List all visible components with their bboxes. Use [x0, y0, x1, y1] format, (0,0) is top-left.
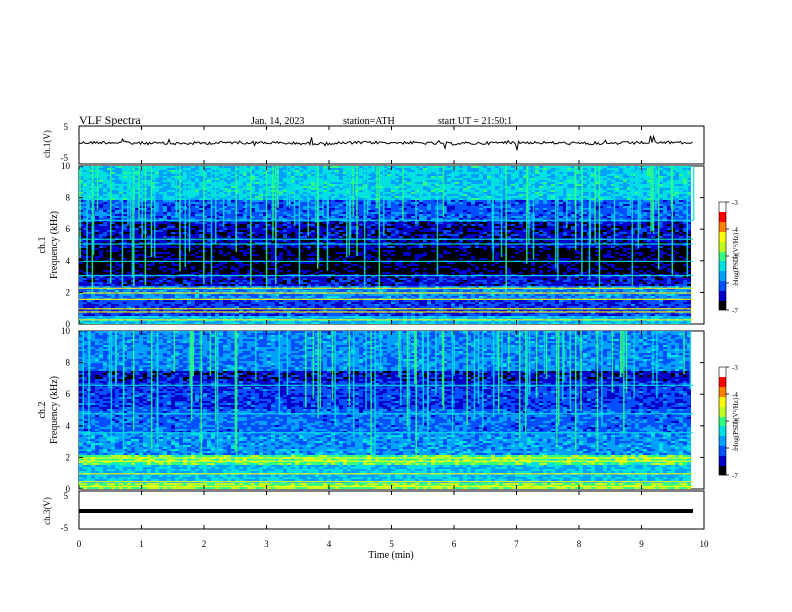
ch1-colorbar-label: log(PSD)(V²/Hz): [732, 232, 740, 281]
time-tick-label: 6: [452, 539, 457, 549]
time-tick-label: 3: [264, 539, 269, 549]
frequency-tick-label: 4: [66, 256, 71, 266]
colorbar-tick-label: -3: [732, 199, 738, 207]
time-tick-label: 10: [700, 539, 710, 549]
colorbar-tick-label: -4: [732, 391, 738, 399]
ch2-spectrogram-ylabel-2: Frequency (kHz): [49, 376, 60, 444]
colorbar-tick-label: -7: [732, 307, 738, 315]
ch3-voltage-trace: [79, 509, 693, 513]
ch1-voltage-ylabel: ch.1(V): [42, 130, 52, 158]
time-tick-label: 2: [202, 539, 207, 549]
figure-title: VLF Spectra: [79, 113, 141, 127]
time-axis-label: Time (min): [368, 550, 413, 561]
ch3-voltage-ylabel: ch.3(V): [42, 497, 52, 525]
ch2-spectrogram-image: [79, 331, 693, 489]
frequency-tick-label: 6: [66, 224, 71, 234]
time-tick-label: 7: [514, 539, 519, 549]
ch2-colorbar-label: log(PSD)(V²/Hz): [732, 397, 740, 446]
time-tick-label: 9: [639, 539, 644, 549]
colorbar-tick-label: -3: [732, 364, 738, 372]
ch3-ytick-bottom: -5: [61, 523, 69, 533]
frequency-tick-label: 8: [66, 358, 71, 368]
frequency-tick-label: 10: [61, 161, 71, 171]
station-label: station=ATH: [343, 116, 395, 127]
colorbar-tick-label: -7: [732, 472, 738, 480]
time-tick-label: 8: [577, 539, 582, 549]
start-time-label: start UT = 21:50:1: [438, 116, 512, 127]
ch2-spectrogram-ylabel-1: ch.2: [37, 402, 48, 419]
ch1-voltage-frame: [79, 126, 704, 164]
frequency-tick-label: 8: [66, 193, 71, 203]
frequency-tick-label: 2: [66, 452, 71, 462]
frequency-tick-label: 2: [66, 287, 71, 297]
ch1-ytick-top: 5: [64, 122, 69, 132]
date-label: Jan. 14, 2023: [251, 116, 304, 127]
ch1-spectrogram-ylabel-1: ch.1: [37, 237, 48, 254]
frequency-tick-label: 4: [66, 421, 71, 431]
colorbar-tick-label: -4: [732, 226, 738, 234]
frequency-tick-label: 6: [66, 389, 71, 399]
time-tick-label: 4: [327, 539, 332, 549]
ch1-spectrogram-image: [79, 166, 694, 324]
ch1-spectrogram-ylabel-2: Frequency (kHz): [49, 211, 60, 279]
ch3-ytick-top: 5: [64, 491, 69, 501]
time-tick-label: 5: [389, 539, 394, 549]
frequency-tick-label: 10: [61, 326, 71, 336]
time-tick-label: 0: [77, 539, 82, 549]
time-tick-label: 1: [139, 539, 144, 549]
